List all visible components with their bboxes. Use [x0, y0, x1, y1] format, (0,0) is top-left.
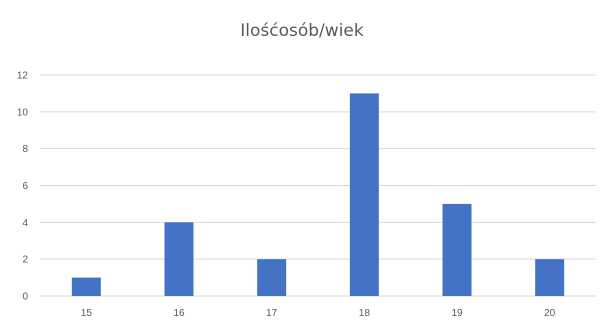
y-tick-label: 0	[22, 292, 28, 303]
bar-15	[71, 277, 101, 296]
x-tick-label: 18	[359, 308, 371, 319]
bar-16	[164, 222, 194, 296]
bars	[71, 93, 565, 297]
bar-19	[442, 203, 472, 296]
y-tick-label: 2	[22, 255, 28, 266]
x-tick-label: 16	[173, 308, 185, 319]
x-tick-label: 20	[544, 308, 556, 319]
x-axis-tick-labels: 15 16 17 18 19 20	[81, 308, 556, 319]
x-tick-label: 17	[266, 308, 278, 319]
y-tick-label: 4	[22, 218, 28, 229]
y-axis-tick-labels: 0 2 4 6 8 10 12	[17, 71, 29, 303]
bar-18	[349, 93, 379, 297]
y-tick-label: 6	[22, 181, 28, 192]
gridlines	[40, 74, 596, 297]
y-tick-label: 10	[17, 107, 29, 118]
bar-20	[535, 259, 565, 296]
chart-title: Ilośćosób/wiek	[240, 21, 364, 41]
y-tick-label: 12	[17, 71, 29, 82]
x-tick-label: 15	[81, 308, 93, 319]
x-tick-label: 19	[451, 308, 463, 319]
bar-17	[257, 259, 287, 296]
y-tick-label: 8	[22, 144, 28, 155]
